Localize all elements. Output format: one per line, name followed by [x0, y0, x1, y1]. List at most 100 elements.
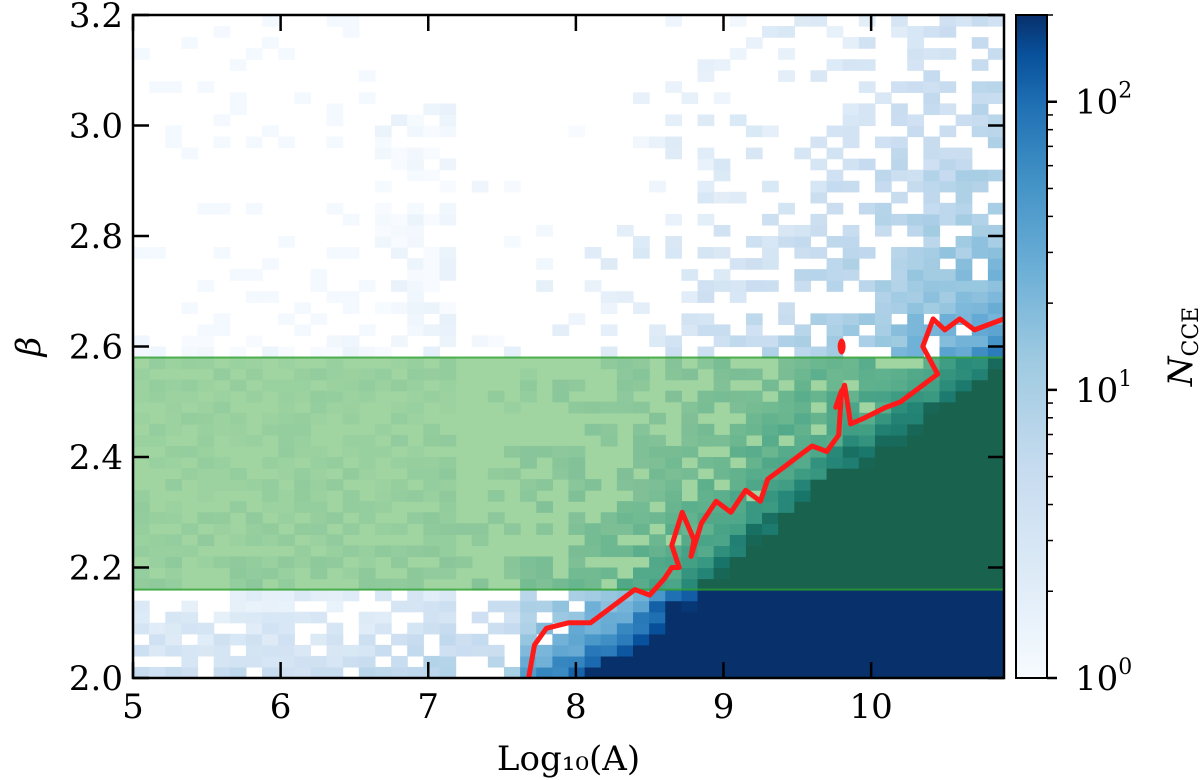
- heatmap-cell: [729, 423, 747, 436]
- heatmap-cell: [165, 357, 182, 370]
- heatmap-cell: [633, 479, 650, 491]
- heatmap-cell: [842, 247, 860, 259]
- heatmap-cell: [245, 523, 263, 535]
- heatmap-cell: [568, 401, 586, 414]
- heatmap-cell: [826, 589, 844, 602]
- heatmap-cell: [326, 534, 344, 546]
- heatmap-cell: [971, 622, 989, 635]
- heatmap-cell: [697, 313, 715, 325]
- heatmap-cell: [197, 202, 215, 215]
- heatmap-cell: [907, 269, 924, 281]
- heatmap-cell: [794, 379, 812, 392]
- heatmap-cell: [358, 379, 376, 392]
- heatmap-cell: [810, 346, 828, 359]
- heatmap-cell: [971, 379, 989, 392]
- heatmap-cell: [697, 600, 715, 613]
- heatmap-cell: [729, 578, 747, 591]
- heatmap-cell: [665, 247, 683, 259]
- heatmap-cell: [310, 556, 328, 569]
- heatmap-cell: [310, 280, 328, 292]
- heatmap-cell: [681, 655, 699, 668]
- heatmap-cell: [939, 457, 957, 469]
- heatmap-cell: [713, 622, 731, 635]
- heatmap-cell: [697, 70, 715, 82]
- heatmap-cell: [971, 523, 989, 535]
- heatmap-cell: [407, 368, 424, 381]
- heatmap-cell: [229, 412, 247, 425]
- heatmap-cell: [955, 523, 973, 535]
- heatmap-cell: [423, 589, 441, 602]
- heatmap-cell: [778, 412, 795, 425]
- heatmap-cell: [907, 81, 924, 93]
- heatmap-cell: [907, 59, 924, 71]
- heatmap-cell: [858, 390, 876, 403]
- heatmap-cell: [729, 556, 747, 569]
- heatmap-cell: [745, 611, 763, 624]
- heatmap-cell: [197, 357, 215, 370]
- heatmap-cell: [165, 457, 182, 469]
- heatmap-cell: [939, 589, 957, 602]
- heatmap-cell: [713, 368, 731, 381]
- heatmap-cell: [891, 147, 908, 160]
- heatmap-cell: [697, 59, 715, 71]
- heatmap-cell: [681, 401, 699, 414]
- heatmap-cell: [358, 92, 376, 104]
- heatmap-cell: [987, 633, 1005, 646]
- heatmap-cell: [826, 169, 844, 182]
- heatmap-cell: [745, 37, 763, 49]
- heatmap-cell: [987, 302, 1005, 314]
- heatmap-cell: [778, 368, 795, 381]
- heatmap-cell: [745, 401, 763, 414]
- heatmap-cell: [858, 434, 876, 447]
- heatmap-cell: [810, 247, 828, 259]
- heatmap-cell: [342, 390, 360, 403]
- heatmap-cell: [955, 202, 973, 215]
- heatmap-cell: [374, 236, 392, 248]
- heatmap-cell: [342, 412, 360, 425]
- heatmap-cell: [181, 468, 199, 480]
- heatmap-cell: [923, 136, 941, 149]
- heatmap-cell: [987, 247, 1005, 259]
- heatmap-cell: [810, 633, 828, 646]
- heatmap-cell: [584, 567, 602, 580]
- heatmap-cell: [697, 534, 715, 546]
- heatmap-cell: [649, 457, 666, 469]
- heatmap-cell: [358, 633, 376, 646]
- heatmap-cell: [326, 479, 344, 491]
- heatmap-cell: [939, 357, 957, 370]
- heatmap-cell: [600, 357, 618, 370]
- heatmap-cell: [939, 103, 957, 116]
- heatmap-cell: [987, 224, 1005, 237]
- heatmap-cell: [955, 567, 973, 580]
- heatmap-cell: [891, 468, 908, 480]
- heatmap-cell: [842, 545, 860, 558]
- heatmap-cell: [939, 633, 957, 646]
- y-tick-label: 3.2: [69, 0, 123, 36]
- heatmap-cell: [262, 611, 279, 624]
- heatmap-cell: [213, 247, 231, 259]
- heatmap-cell: [423, 169, 441, 182]
- heatmap-cell: [616, 368, 634, 381]
- heatmap-cell: [342, 567, 360, 580]
- heatmap-cell: [987, 611, 1005, 624]
- heatmap-cell: [133, 247, 150, 259]
- heatmap-cell: [665, 236, 683, 248]
- heatmap-cell: [826, 578, 844, 591]
- heatmap-cell: [278, 611, 295, 624]
- heatmap-cell: [874, 512, 892, 524]
- heatmap-cell: [713, 523, 731, 535]
- heatmap-cell: [262, 501, 279, 513]
- heatmap-cell: [278, 490, 295, 502]
- heatmap-cell: [971, 501, 989, 513]
- heatmap-cell: [987, 479, 1005, 491]
- heatmap-cell: [842, 556, 860, 569]
- heatmap-cell: [633, 457, 650, 469]
- heatmap-cell: [729, 490, 747, 502]
- heatmap-cell: [294, 501, 312, 513]
- heatmap-cell: [310, 313, 328, 325]
- heatmap-cell: [374, 379, 392, 392]
- heatmap-cell: [439, 567, 457, 580]
- heatmap-cell: [326, 390, 344, 403]
- heatmap-cell: [955, 468, 973, 480]
- heatmap-cell: [229, 655, 247, 668]
